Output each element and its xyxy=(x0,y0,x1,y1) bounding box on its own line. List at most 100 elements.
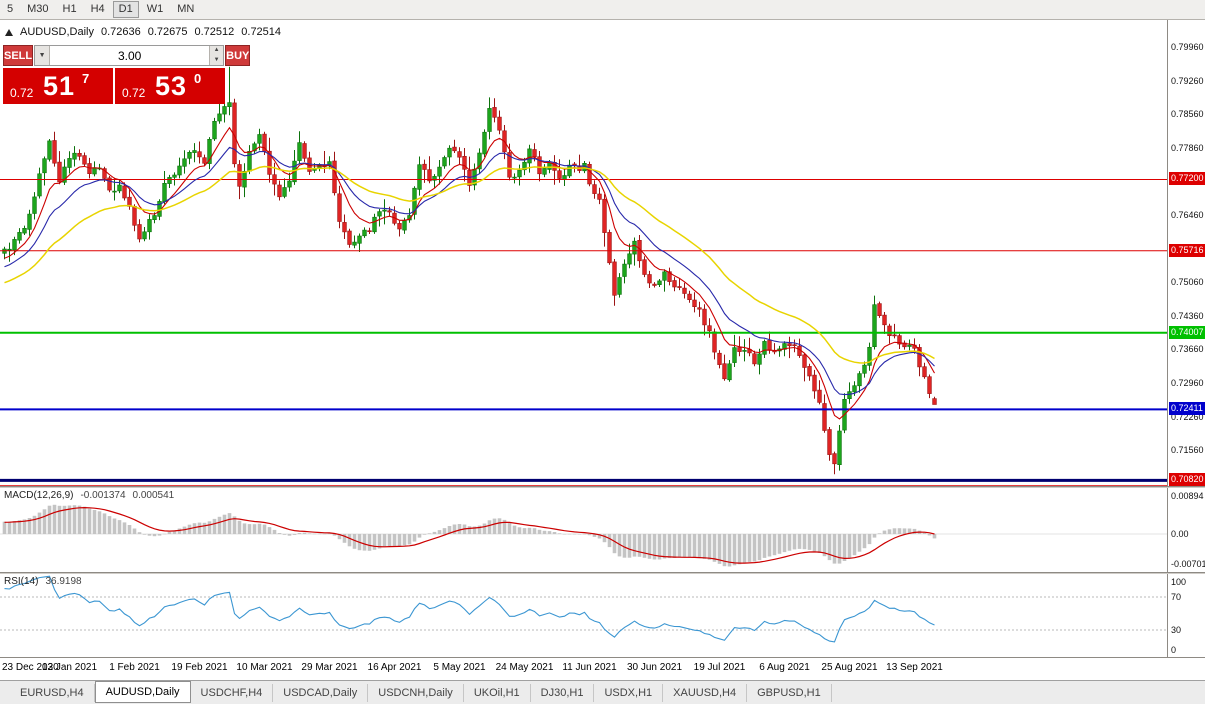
date-label: 25 Aug 2021 xyxy=(821,662,878,673)
volume-control: ▼ ▲ ▼ xyxy=(34,45,225,66)
volume-input[interactable] xyxy=(50,46,210,65)
date-label: 19 Feb 2021 xyxy=(171,662,228,673)
macd-main-value: -0.001374 xyxy=(80,490,126,501)
pane-splitter[interactable] xyxy=(0,486,1205,488)
price-tick-label: 0.72260 xyxy=(1171,411,1204,422)
timeframe-button-h1[interactable]: H1 xyxy=(62,3,77,15)
date-label: 23 Dec 2020 xyxy=(2,662,59,673)
ohlc-open: 0.72636 xyxy=(100,26,141,38)
macd-signal-value: 0.000541 xyxy=(132,490,175,501)
chart-area: 0.799600.792600.785600.778600.771600.764… xyxy=(0,20,1205,680)
date-label: 5 May 2021 xyxy=(433,662,486,673)
rsi-tick-label: 0 xyxy=(1171,645,1177,655)
date-label: 10 Mar 2021 xyxy=(236,662,293,673)
macd-pane-canvas[interactable] xyxy=(0,488,1167,572)
timeframe-button-w1[interactable]: W1 xyxy=(146,3,164,15)
buy-button[interactable]: BUY xyxy=(225,45,251,66)
date-label: 13 Jan 2021 xyxy=(41,662,98,673)
macd-tick-label: 0.00894 xyxy=(1171,490,1204,501)
macd-label: MACD(12,26,9) xyxy=(4,490,74,501)
date-label: 19 Jul 2021 xyxy=(693,662,746,673)
time-axis[interactable]: 23 Dec 2020 13 Jan 2021 1 Feb 2021 19 Feb 2… xyxy=(0,658,1167,680)
buy-price-big: 53 xyxy=(155,71,188,101)
sell-price-pip: 7 xyxy=(82,71,90,86)
trade-controls-row: SELL ▼ ▲ ▼ BUY xyxy=(3,45,251,66)
date-label: 1 Feb 2021 xyxy=(109,662,160,673)
price-tick-label: 0.75060 xyxy=(1171,277,1204,288)
tab-usdchf-h4[interactable]: USDCHF,H4 xyxy=(191,684,274,702)
volume-increase-button[interactable]: ▲ xyxy=(210,46,224,56)
timeframe-button-h4[interactable]: H4 xyxy=(90,3,105,15)
price-tick-label: 0.79260 xyxy=(1171,75,1204,86)
ohlc-high: 0.72675 xyxy=(147,26,188,38)
tab-usdx-h1[interactable]: USDX,H1 xyxy=(594,684,664,702)
buy-price-base: 0.72 xyxy=(122,86,146,100)
date-label: 6 Aug 2021 xyxy=(759,662,810,673)
hline-price-badge: 0.74007 xyxy=(1169,325,1205,339)
timeframe-toolbar: 5 M30 H1 H4 D1 W1 MN xyxy=(0,0,1205,20)
tab-usdcnh-daily[interactable]: USDCNH,Daily xyxy=(368,684,464,702)
tab-xauusd-h4[interactable]: XAUUSD,H4 xyxy=(663,684,748,702)
symbol-name: AUDUSD,Daily xyxy=(20,26,94,38)
buy-price-tile[interactable]: 0.72 53 0 xyxy=(115,68,225,104)
chart-tabs-bar: EURUSD,H4 AUDUSD,Daily USDCHF,H4 USDCAD,Dai… xyxy=(0,680,1205,704)
macd-tick-label: 0.00 xyxy=(1171,529,1189,539)
sell-price-base: 0.72 xyxy=(10,86,34,100)
price-tick-label: 0.73660 xyxy=(1171,344,1204,355)
axis-separator xyxy=(0,657,1205,658)
price-tick-label: 0.78560 xyxy=(1171,109,1204,120)
sell-price-big: 51 xyxy=(43,71,76,101)
volume-decrease-button[interactable]: ▼ xyxy=(210,55,224,65)
price-scale[interactable]: 0.799600.792600.785600.778600.771600.764… xyxy=(1167,20,1205,657)
rsi-label: RSI(14) xyxy=(4,576,39,587)
rsi-pane-canvas[interactable] xyxy=(0,574,1167,657)
rsi-value: 36.9198 xyxy=(45,576,82,587)
price-tick-label: 0.72960 xyxy=(1171,378,1204,388)
sell-button[interactable]: SELL xyxy=(3,45,34,66)
price-tick-label: 0.76460 xyxy=(1171,210,1204,220)
hline-price-badge: 0.77200 xyxy=(1169,172,1205,186)
ohlc-close: 0.72514 xyxy=(241,26,282,38)
timeframe-button-m30[interactable]: M30 xyxy=(27,3,49,15)
rsi-tick-label: 30 xyxy=(1171,625,1182,635)
macd-tick-label: -0.00701 xyxy=(1171,559,1205,570)
chart-ohlc-header: AUDUSD,Daily 0.72636 0.72675 0.72512 0.7… xyxy=(5,26,281,38)
timeframe-button-d1[interactable]: D1 xyxy=(112,1,139,18)
rsi-tick-label: 70 xyxy=(1171,592,1182,602)
date-label: 16 Apr 2021 xyxy=(367,662,422,673)
tab-audusd-daily[interactable]: AUDUSD,Daily xyxy=(94,681,191,703)
buy-price-pip: 0 xyxy=(194,71,202,86)
hline-price-badge: 0.70820 xyxy=(1169,473,1205,486)
date-label: 29 Mar 2021 xyxy=(301,662,358,673)
volume-dropdown-button[interactable]: ▼ xyxy=(35,46,51,65)
tab-dj30-h1[interactable]: DJ30,H1 xyxy=(531,684,595,702)
price-chart-canvas[interactable] xyxy=(0,20,1167,486)
price-tick-label: 0.74360 xyxy=(1171,310,1204,321)
price-tick-label: 0.77860 xyxy=(1171,142,1204,153)
tab-ukoil-h1[interactable]: UKOil,H1 xyxy=(464,684,531,702)
timeframe-button-5[interactable]: 5 xyxy=(7,3,14,15)
rsi-tick-label: 100 xyxy=(1171,577,1187,587)
trade-prices-row: 0.72 51 7 0.72 53 0 xyxy=(3,68,226,104)
pane-splitter[interactable] xyxy=(0,572,1205,574)
date-label: 11 Jun 2021 xyxy=(562,662,617,673)
price-tick-label: 0.79960 xyxy=(1171,42,1204,52)
tab-gbpusd-h1[interactable]: GBPUSD,H1 xyxy=(747,684,832,702)
volume-steppers: ▲ ▼ xyxy=(209,46,224,65)
one-click-trading-panel: SELL ▼ ▲ ▼ BUY 0.72 51 7 0 xyxy=(3,45,251,104)
date-label: 13 Sep 2021 xyxy=(886,662,943,673)
timeframe-button-mn[interactable]: MN xyxy=(177,3,195,15)
rsi-indicator-header: RSI(14) 36.9198 xyxy=(4,576,82,587)
symbol-marker-icon xyxy=(5,28,13,36)
date-label: 24 May 2021 xyxy=(495,662,554,673)
tab-eurusd-h4[interactable]: EURUSD,H4 xyxy=(10,684,95,702)
price-tick-label: 0.71560 xyxy=(1171,445,1204,456)
tab-usdcad-daily[interactable]: USDCAD,Daily xyxy=(273,684,369,702)
hline-price-badge: 0.75716 xyxy=(1169,243,1205,257)
macd-indicator-header: MACD(12,26,9) -0.001374 0.000541 xyxy=(4,490,174,501)
hline-price-badge: 0.72411 xyxy=(1169,402,1205,416)
date-label: 30 Jun 2021 xyxy=(626,662,683,673)
ohlc-low: 0.72512 xyxy=(194,26,235,38)
sell-price-tile[interactable]: 0.72 51 7 xyxy=(3,68,113,104)
